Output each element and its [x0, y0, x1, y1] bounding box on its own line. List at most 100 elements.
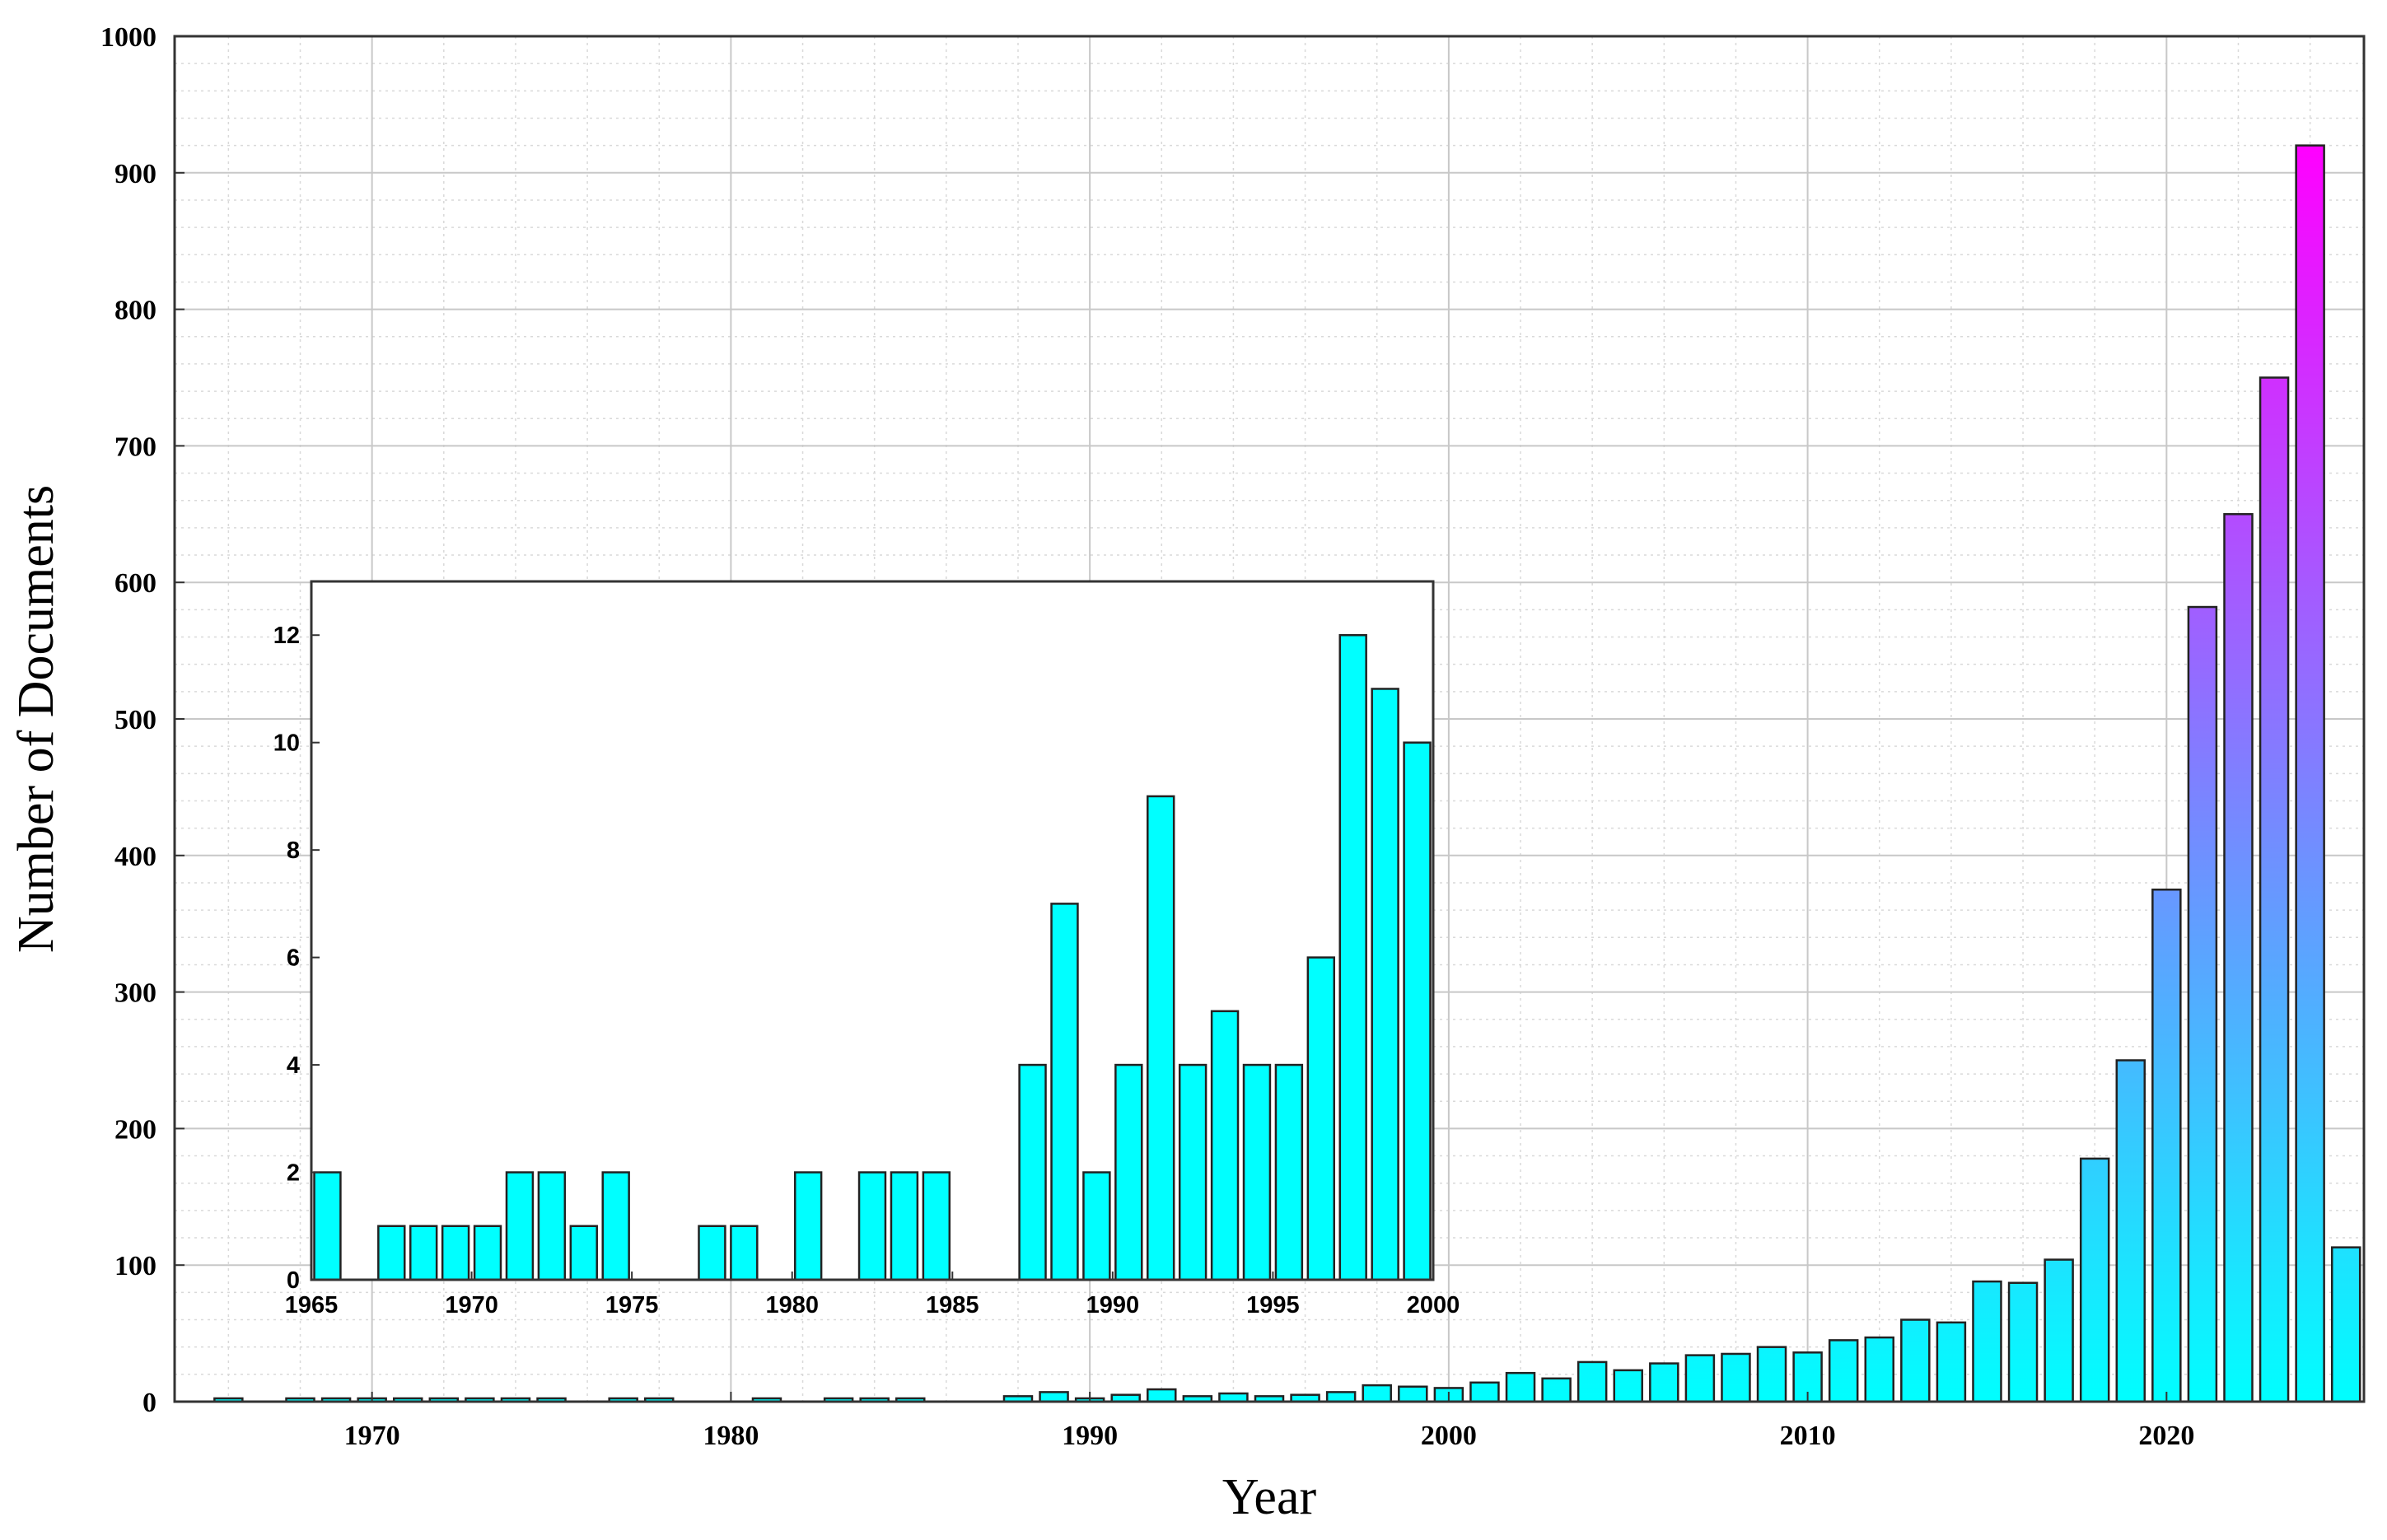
y-tick-label: 700: [114, 432, 156, 462]
inset-bar-1973: [537, 1171, 567, 1281]
x-tick-label: 1990: [1062, 1421, 1118, 1451]
bar-2024: [2295, 144, 2325, 1403]
inset-x-tick-label: 1975: [605, 1292, 659, 1318]
inset-bar-1970: [441, 1225, 470, 1281]
y-axis-title: Number of Documents: [8, 485, 64, 953]
bar-1999: [1398, 1385, 1428, 1403]
x-tick-label: 1980: [703, 1421, 759, 1451]
inset-bar-1968: [377, 1225, 406, 1281]
inset-bar-1969: [409, 1225, 438, 1281]
inset-y-tick-label: 8: [287, 838, 300, 864]
inset-y-tick-label: 0: [287, 1267, 300, 1294]
bar-2022: [2223, 513, 2254, 1403]
inset-x-tick-label: 1980: [765, 1292, 819, 1318]
bar-2013: [1900, 1318, 1931, 1403]
inset-bar-1966: [313, 1171, 342, 1281]
bar-2005: [1613, 1369, 1643, 1403]
inset-x-tick-label: 1970: [445, 1292, 498, 1318]
inset-chart: 0 2 4 6 8 10 12 1965 1970 1975 1980 1985 1990 1995 20…: [273, 580, 1460, 1318]
inset-x-tick-label: 1995: [1246, 1292, 1300, 1318]
bar-1997: [1325, 1391, 1357, 1403]
bar-2018: [2079, 1157, 2110, 1403]
y-tick-label: 0: [142, 1388, 156, 1418]
bar-2008: [1721, 1352, 1751, 1403]
inset-x-tick-label: 2000: [1407, 1292, 1460, 1318]
inset-bar-1999: [1371, 688, 1399, 1281]
inset-x-tick-label: 1965: [285, 1292, 339, 1318]
main-x-tick-labels: 1970 1980 1990 2000 2010 2020: [344, 1392, 2194, 1451]
inset-x-tick-label: 1985: [926, 1292, 979, 1318]
inset-bars: [313, 633, 1432, 1281]
y-tick-label: 100: [114, 1251, 156, 1281]
inset-bar-1979: [730, 1225, 759, 1281]
bar-2009: [1756, 1346, 1787, 1403]
x-tick-label: 2020: [2138, 1421, 2194, 1451]
inset-bar-1998: [1338, 633, 1367, 1281]
inset-bar-1997: [1306, 956, 1336, 1281]
inset-bar-1992: [1147, 795, 1175, 1281]
inset-bar-1971: [473, 1225, 502, 1281]
inset-y-tick-label: 6: [287, 945, 300, 972]
x-axis-title: Year: [1222, 1469, 1317, 1525]
inset-bar-1988: [1018, 1063, 1047, 1281]
inset-x-tick-labels: 1965 1970 1975 1980 1985 1990 1995 2000: [285, 1272, 1460, 1318]
bar-2004: [1577, 1360, 1608, 1403]
bar-2011: [1828, 1339, 1859, 1403]
y-tick-label: 200: [114, 1114, 156, 1145]
inset-bar-1975: [601, 1171, 630, 1281]
x-tick-label: 2000: [1421, 1421, 1477, 1451]
bar-2019: [2115, 1059, 2146, 1403]
inset-bar-1972: [505, 1171, 535, 1281]
bar-2017: [2044, 1258, 2074, 1403]
x-tick-label: 2010: [1780, 1421, 1836, 1451]
bar-2023: [2259, 376, 2290, 1403]
inset-bar-1984: [890, 1171, 919, 1281]
bar-2021: [2187, 605, 2218, 1403]
inset-plot-frame: [310, 580, 1435, 1281]
bar-2006: [1649, 1362, 1679, 1403]
main-bars: [213, 144, 2361, 1403]
inset-x-tick-label: 1990: [1086, 1292, 1140, 1318]
inset-bar-1981: [793, 1171, 823, 1281]
bar-2015: [1972, 1280, 2002, 1403]
bar-1989: [1039, 1391, 1069, 1403]
inset-y-tick-labels: 0 2 4 6 8 10 12: [273, 623, 320, 1294]
y-tick-label: 600: [114, 568, 156, 599]
inset-bar-1974: [569, 1225, 598, 1281]
inset-bar-1994: [1210, 1010, 1240, 1281]
y-tick-label: 900: [114, 159, 156, 189]
inset-y-tick-label: 2: [287, 1160, 300, 1187]
inset-bar-1983: [857, 1171, 887, 1281]
inset-bar-1991: [1114, 1063, 1143, 1281]
inset-y-tick-label: 4: [287, 1052, 300, 1079]
bar-2003: [1541, 1377, 1572, 1403]
inset-bar-1993: [1178, 1063, 1208, 1281]
y-tick-label: 300: [114, 978, 156, 1009]
inset-bar-2000: [1403, 741, 1432, 1281]
y-tick-label: 1000: [100, 22, 156, 53]
y-tick-label: 500: [114, 705, 156, 735]
inset-bar-1978: [698, 1225, 726, 1281]
bar-2002: [1505, 1371, 1536, 1403]
bar-1998: [1362, 1384, 1392, 1403]
bar-2012: [1864, 1336, 1894, 1403]
inset-bar-1996: [1274, 1063, 1304, 1281]
bar-1992: [1147, 1388, 1177, 1403]
y-tick-label: 800: [114, 296, 156, 326]
x-tick-label: 1970: [344, 1421, 400, 1451]
bar-2020: [2151, 889, 2182, 1403]
inset-bar-1985: [922, 1171, 951, 1281]
y-tick-label: 400: [114, 842, 156, 872]
bar-2007: [1684, 1354, 1716, 1403]
main-y-tick-labels: 0 100 200 300 400 500 600 700 800 900 1000: [100, 22, 185, 1418]
inset-y-tick-label: 10: [273, 730, 300, 757]
bar-2016: [2007, 1281, 2039, 1403]
bar-2014: [1936, 1321, 1967, 1403]
bar-2025: [2330, 1246, 2361, 1403]
inset-bar-1995: [1242, 1063, 1272, 1281]
bar-2001: [1469, 1381, 1500, 1403]
inset-bar-1989: [1050, 903, 1079, 1281]
inset-bar-1990: [1082, 1171, 1111, 1281]
inset-y-tick-label: 12: [273, 623, 300, 649]
